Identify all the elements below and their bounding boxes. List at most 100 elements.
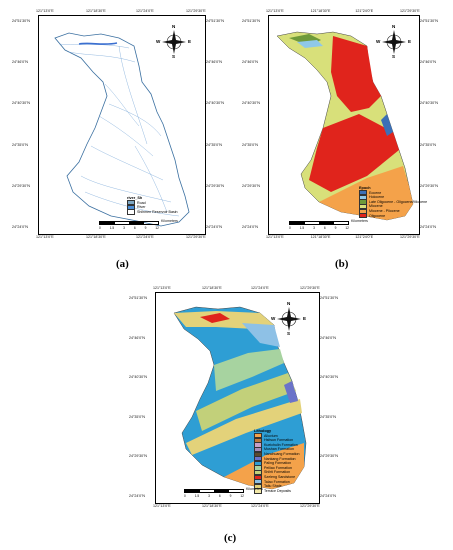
- legend-label: Szeleng Sandstone: [264, 474, 296, 479]
- scalebar-a: 0 1.5 3 6 9 12: [99, 221, 159, 230]
- right-tick-c: 24°35'0"N: [320, 414, 336, 419]
- legend-label: Eocene: [369, 190, 382, 195]
- left-tick-b: 24°24'0"N: [242, 225, 258, 229]
- top-tick-a: 121°13'0"E: [36, 9, 54, 13]
- compass-s-label: S: [392, 54, 396, 59]
- scale-number: 1.5: [109, 226, 115, 230]
- left-tick-b: 24°46'0"N: [242, 60, 258, 65]
- right-tick-c: 24°24'0"N: [320, 494, 336, 498]
- scale-number: 1.5: [194, 494, 200, 498]
- left-tick-c: 24°46'0"N: [129, 335, 145, 340]
- basin-outline-a: [54, 32, 190, 227]
- compass-e-label: E: [303, 316, 307, 321]
- legend-label: Road: [137, 200, 146, 205]
- bottom-tick-c: 121°13'0"E: [153, 504, 171, 508]
- legend-label: Alluvium: [264, 433, 278, 438]
- bottom-tick-b: 121°29'30"E: [400, 235, 420, 239]
- right-tick-a: 24°24'0"N: [206, 225, 222, 229]
- scale-number: 0: [289, 226, 291, 230]
- scale-unit-b: Kilometers: [351, 219, 368, 223]
- right-tick-b: 24°40'30"N: [420, 101, 438, 106]
- peiliao-band: [214, 349, 284, 391]
- top-tick-b: 121°24'0"E: [355, 9, 374, 13]
- right-tick-a: 24°46'0"N: [206, 60, 222, 65]
- left-tick-c: 24°51'30"N: [129, 296, 147, 300]
- top-tick-a: 121°29'30"E: [186, 9, 206, 13]
- bottom-tick-c: 121°18'30"E: [202, 504, 222, 508]
- scale-unit-a: Kilometers: [161, 219, 178, 223]
- scale-number: 3: [208, 494, 210, 498]
- left-tick-b: 24°29'30"N: [242, 183, 260, 188]
- scalebar-c: 0 1.5 3 6 9 12: [184, 489, 244, 498]
- basin-map-a: [54, 32, 190, 227]
- scale-number: 9: [229, 494, 232, 498]
- caption-b: (b): [335, 258, 349, 270]
- legend-label: Paling Formation: [264, 461, 292, 466]
- legend-label: Kueichulin Formation: [264, 442, 298, 447]
- right-tick-c: 24°51'30"N: [320, 296, 338, 300]
- top-tick-c: 121°24'0"E: [251, 286, 269, 290]
- legend-label: Mushan Formation: [264, 447, 294, 452]
- left-tick-b: 24°40'30"N: [242, 101, 260, 106]
- map-panel-a: N S E W river_Sh Road River Shihmen Reservo…: [38, 15, 206, 235]
- top-tick-b: 121°29'30"E: [400, 9, 420, 13]
- bottom-tick-a: 121°18'30"E: [86, 235, 106, 239]
- bottom-tick-a: 121°13'0"E: [36, 235, 54, 239]
- scalebar-b: 0 1.5 3 6 9 12: [289, 221, 349, 230]
- scale-number: 3: [123, 226, 125, 230]
- scale-number: 6: [133, 226, 136, 230]
- top-tick-a: 121°18'30"E: [86, 9, 106, 13]
- legend-label: River: [137, 205, 146, 210]
- legend-label: Hsitsun Formation: [264, 438, 294, 443]
- left-tick-a: 24°35'0"N: [12, 142, 28, 147]
- bottom-tick-b: 121°18'30"E: [310, 235, 331, 239]
- szeleng-strip: [200, 313, 230, 323]
- right-tick-b: 24°46'0"N: [420, 60, 436, 65]
- right-tick-b: 24°24'0"N: [420, 225, 436, 229]
- compass-e-label: E: [188, 39, 192, 44]
- oligocene-band-2: [309, 114, 399, 192]
- legend-label: Taliu Shale: [264, 484, 282, 489]
- bottom-tick-a: 121°29'30"E: [186, 235, 206, 239]
- bottom-tick-c: 121°29'30"E: [300, 504, 320, 508]
- map-panel-c: N S E W Lithology Alluvium Hsitsun Formati…: [155, 292, 320, 504]
- legend-label: Talao Formation: [264, 479, 290, 484]
- right-tick-b: 24°51'30"N: [420, 19, 438, 23]
- right-tick-b: 24°29'30"N: [420, 183, 438, 188]
- compass-e-label: E: [408, 39, 412, 44]
- compass-n-label: N: [287, 301, 291, 306]
- legend-label: Late Oligocene - Oligocene/Miocene: [369, 199, 428, 204]
- legend-label: Miocene - Pliocene: [369, 208, 400, 213]
- right-tick-c: 24°40'30"N: [320, 375, 338, 380]
- compass-w-label: W: [271, 316, 276, 321]
- legend-title: Epoch: [359, 186, 371, 190]
- epoch-map-b: [276, 31, 414, 221]
- legend-label: Nankang Formation: [264, 456, 296, 461]
- compass-s-label: S: [172, 54, 176, 59]
- right-tick-a: 24°40'30"N: [206, 101, 224, 106]
- legend-label: Miocene: [369, 204, 383, 209]
- compass-n-label: N: [172, 24, 176, 29]
- left-tick-a: 24°40'30"N: [12, 101, 30, 106]
- left-tick-c: 24°40'30"N: [129, 375, 147, 380]
- left-tick-a: 24°24'0"N: [12, 225, 28, 229]
- legend-label: Oligocene: [369, 213, 386, 218]
- scale-unit-c: Kilometers: [246, 487, 263, 491]
- top-tick-b: 121°18'30"E: [310, 9, 331, 13]
- left-tick-a: 24°29'30"N: [12, 183, 30, 188]
- left-tick-a: 24°51'30"N: [12, 19, 30, 23]
- left-tick-c: 24°24'0"N: [129, 494, 145, 498]
- talao-patch: [242, 323, 280, 347]
- bottom-tick-b: 121°13'0"E: [266, 235, 284, 239]
- oligocene-band-1: [331, 36, 381, 112]
- compass-w-label: W: [156, 39, 161, 44]
- right-tick-a: 24°35'0"N: [206, 142, 222, 147]
- left-tick-b: 24°35'0"N: [242, 142, 258, 147]
- scale-number: 12: [240, 494, 244, 498]
- shihti-band: [196, 373, 296, 431]
- legend-swatch: [254, 488, 262, 494]
- compass-s-label: S: [287, 331, 291, 336]
- right-tick-a: 24°29'30"N: [206, 183, 224, 188]
- legend-item: Shihmen Reservoir Basin: [127, 209, 178, 215]
- taliu-band: [186, 399, 302, 455]
